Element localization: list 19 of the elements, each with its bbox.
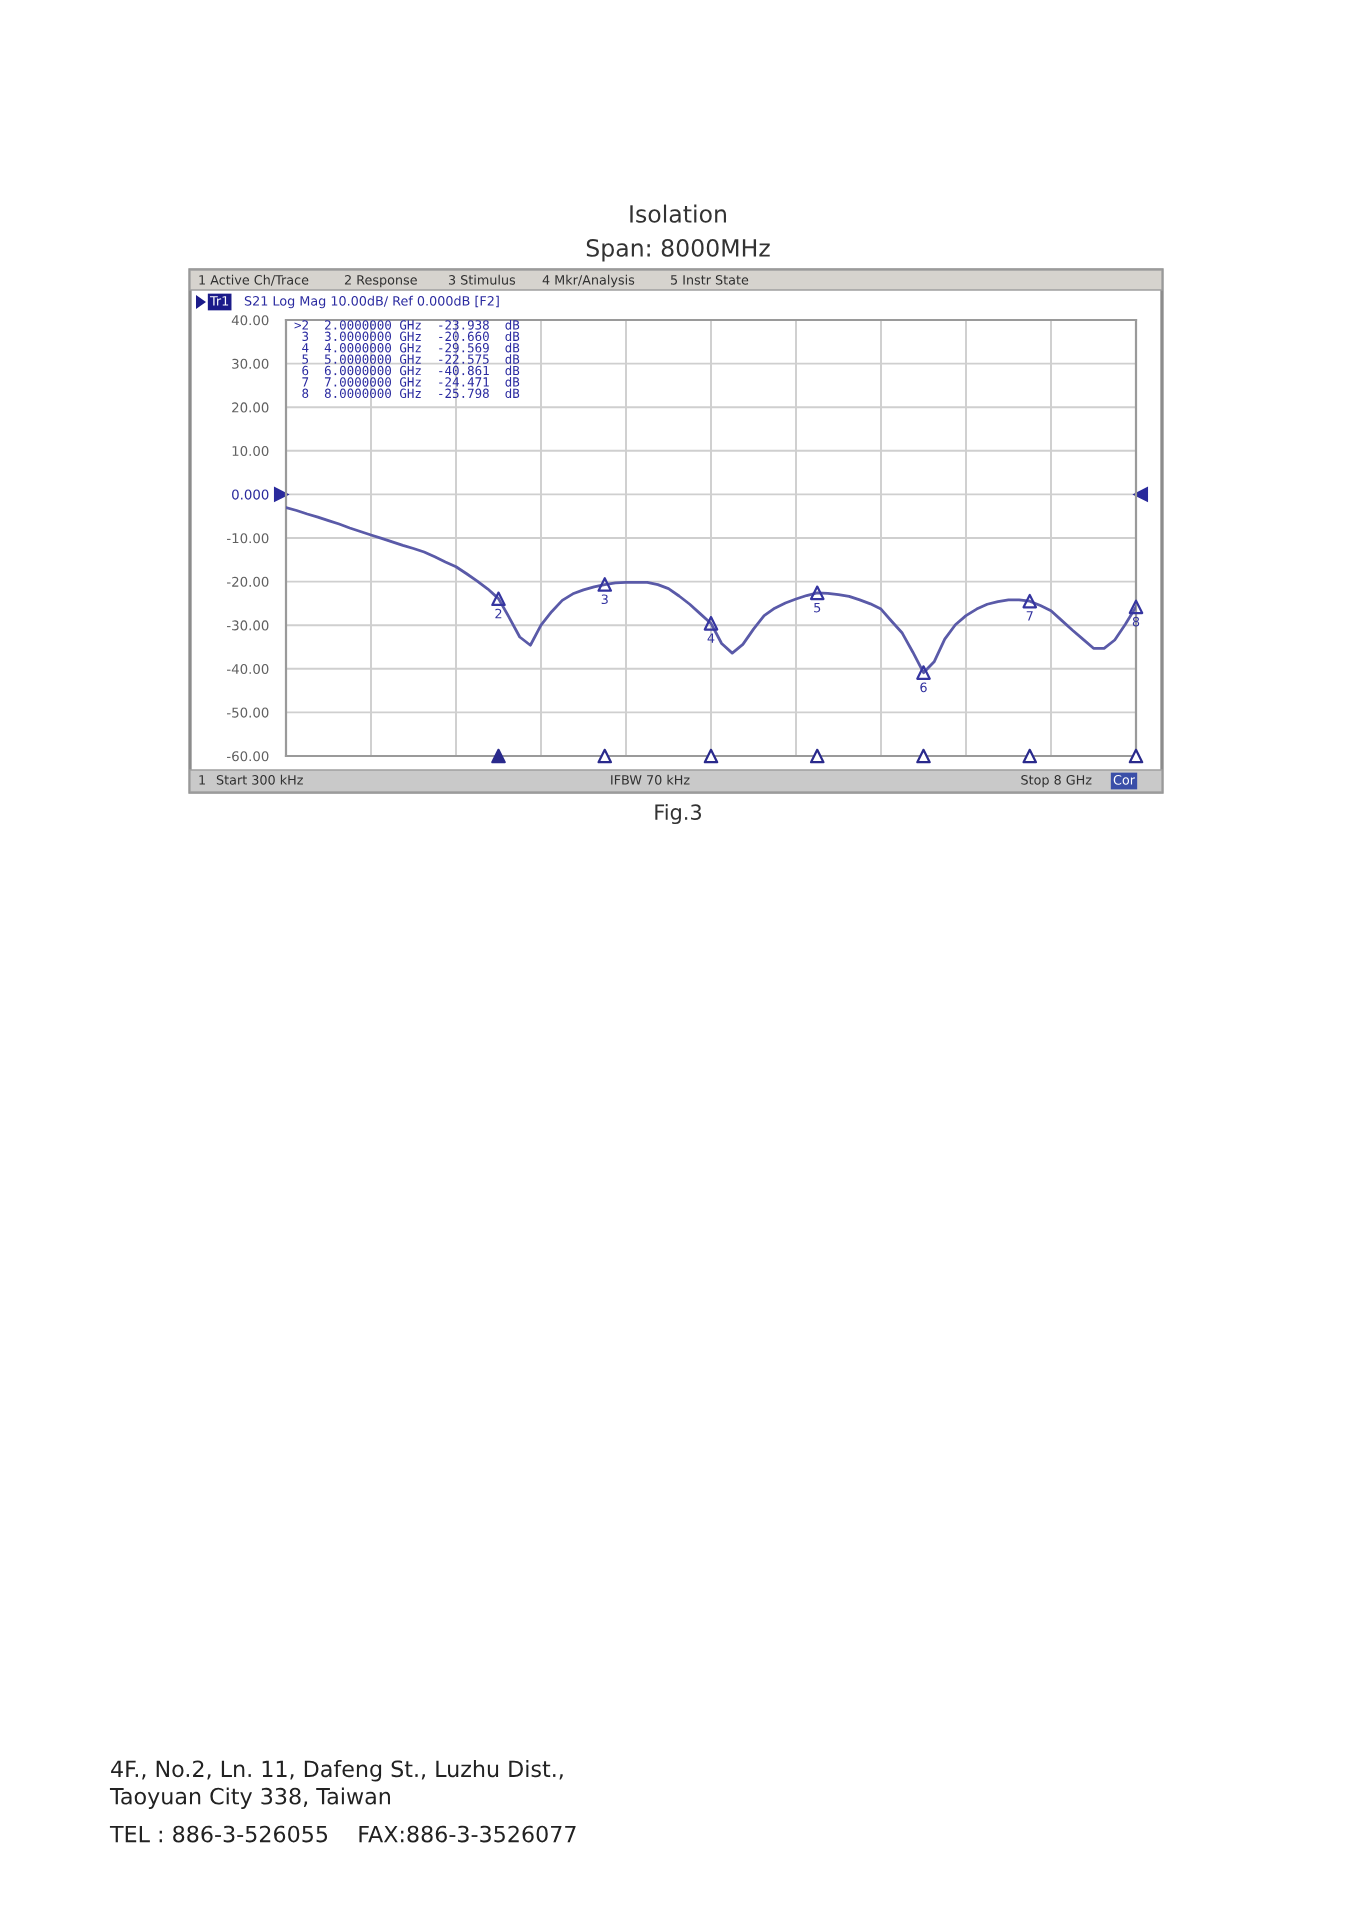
point [1128, 599, 1144, 615]
point [809, 585, 825, 601]
point [1022, 748, 1038, 764]
text: 4F., No.2, Ln. 11, Dafeng St., Luzhu Dist., Taoyuan City 338, Taiwan [109, 1760, 563, 1809]
point [597, 748, 613, 764]
point [1128, 748, 1144, 764]
point [916, 665, 931, 680]
point [1022, 593, 1038, 609]
caption: Fig.3 [655, 803, 702, 825]
text: TEL : 886-3-526055 FAX:886-3-3526077 [109, 1825, 576, 1843]
chart-title: Isolation [630, 204, 726, 223]
point [703, 616, 719, 631]
point [809, 748, 825, 764]
point [703, 748, 719, 764]
point [597, 577, 613, 592]
chart-subtitle: Span: 8000MHz [586, 238, 770, 262]
point [916, 748, 931, 764]
point [491, 748, 506, 764]
point [491, 591, 506, 607]
